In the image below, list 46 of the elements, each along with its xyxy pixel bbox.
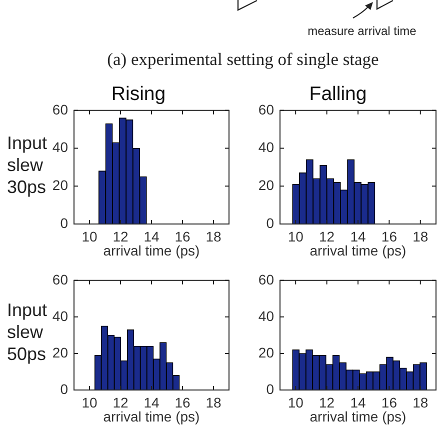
x-tick-label: 16 [381,394,398,410]
x-tick-label: 10 [288,228,304,244]
y-tick-label: 20 [52,176,68,193]
y-tick-label: 60 [258,271,274,288]
x-axis-title: arrival time (ps) [310,408,406,424]
y-tick-label: 40 [258,139,274,156]
y-tick-label: 40 [52,139,68,156]
x-tick-label: 18 [206,228,222,244]
y-tick-label: 0 [266,214,274,231]
y-tick-label: 20 [258,344,274,360]
x-tick-label: 12 [319,228,335,244]
y-axis-title: Input slew 30ps [7,132,48,198]
y-axis-title: Input slew 50ps [7,299,48,365]
x-tick-label: 16 [381,228,398,244]
chart-title: Rising [111,83,166,106]
x-tick-label: 10 [82,228,98,244]
x-tick-label: 10 [288,394,304,410]
y-tick-label: 60 [52,271,68,288]
x-tick-label: 18 [206,394,222,410]
x-tick-label: 12 [112,228,128,244]
x-tick-label: 18 [412,394,428,410]
y-tick-label: 0 [266,380,274,397]
x-tick-label: 18 [412,228,428,244]
x-tick-label: 12 [319,394,335,410]
text: measure arrival time [306,23,418,39]
x-tick-label: 14 [350,394,366,410]
x-tick-label: 10 [82,394,98,410]
x-axis-title: arrival time (ps) [103,242,200,258]
y-tick-label: 40 [258,308,274,324]
x-tick-label: 12 [112,394,128,410]
y-tick-label: 60 [52,101,68,118]
x-axis-title: arrival time (ps) [310,242,406,258]
y-tick-label: 40 [52,308,68,324]
text: (a) experimental setting of single stage [106,49,380,70]
x-axis-title: arrival time (ps) [103,408,200,424]
y-tick-label: 60 [258,101,274,118]
y-tick-label: 20 [258,176,274,193]
x-tick-label: 14 [350,228,366,244]
y-tick-label: 0 [60,214,68,231]
chart-title: Falling [309,83,367,106]
y-tick-label: 0 [60,380,68,397]
x-tick-label: 16 [174,394,190,410]
x-tick-label: 14 [144,228,160,244]
y-tick-label: 20 [52,344,68,360]
x-tick-label: 14 [144,394,160,410]
x-tick-label: 16 [174,228,190,244]
